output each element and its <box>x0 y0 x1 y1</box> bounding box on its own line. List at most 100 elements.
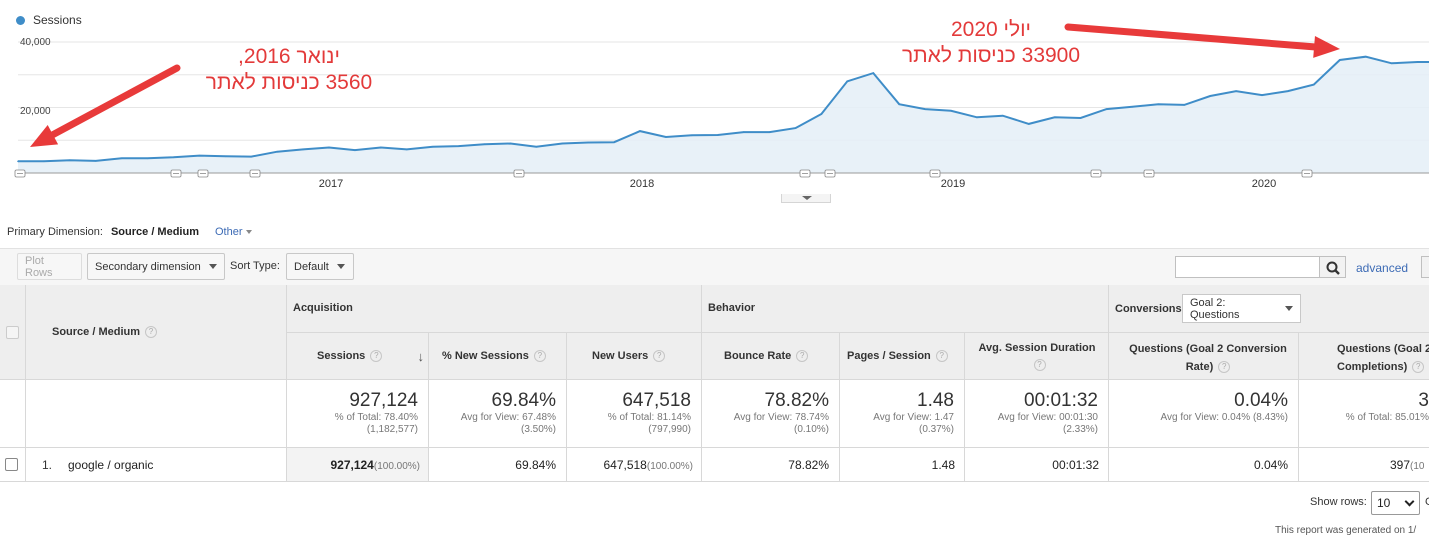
totals-avg-duration-cell: 00:01:32 Avg for View: 00:01:30 (2.33%) <box>965 380 1109 448</box>
sessions-point <box>328 146 330 149</box>
new-sessions-column-header[interactable]: % New Sessions? <box>429 333 567 380</box>
comment-marker-icon[interactable] <box>249 169 261 178</box>
sessions-point <box>1209 95 1211 97</box>
show-rows-select[interactable]: 10 <box>1371 491 1420 515</box>
show-rows-value: 10 <box>1377 496 1391 510</box>
comment-marker-icon[interactable] <box>1143 169 1155 178</box>
totals-label-cell <box>26 380 287 448</box>
sessions-point <box>380 146 382 149</box>
new-users-header-label: New Users <box>592 350 649 362</box>
sessions-point <box>950 109 952 112</box>
totals-new-users: 647,518 <box>622 390 691 411</box>
help-icon[interactable]: ? <box>370 350 383 363</box>
sort-type-label: Sort Type: <box>230 260 280 272</box>
row-completions-cell: 397(10 <box>1299 448 1429 482</box>
behavior-label: Behavior <box>708 302 756 314</box>
bounce-rate-column-header[interactable]: Bounce Rate? <box>702 333 840 380</box>
plot-rows-button[interactable]: Plot Rows <box>17 253 82 280</box>
totals-conv-rate: 0.04% <box>1234 390 1288 411</box>
chevron-down-icon <box>336 264 345 269</box>
completions-column-header[interactable]: Questions (Goal 2 Completions)? <box>1299 333 1429 380</box>
primary-dimension-source-medium[interactable]: Source / Medium <box>110 226 199 238</box>
comment-marker-icon[interactable] <box>197 169 209 178</box>
comment-marker-icon[interactable] <box>1090 169 1102 178</box>
help-icon[interactable]: ? <box>1218 361 1231 374</box>
sessions-point <box>1364 55 1367 58</box>
sessions-point <box>665 136 667 138</box>
annotation-january-2016: ינואר 2016, 3560 כניסות לאתר <box>198 44 380 96</box>
search-button[interactable] <box>1319 256 1346 278</box>
sessions-column-header[interactable]: Sessions? ↓ <box>287 333 429 380</box>
new-users-column-header[interactable]: New Users? <box>567 333 702 380</box>
sessions-point <box>1053 116 1056 119</box>
comment-marker-icon[interactable] <box>1301 169 1313 178</box>
goal-selector-dropdown[interactable]: Goal 2: Questions <box>1182 294 1301 323</box>
secondary-dimension-label: Secondary dimension <box>95 260 201 273</box>
sessions-point <box>561 142 564 145</box>
select-all-checkbox[interactable] <box>6 326 19 339</box>
help-icon[interactable]: ? <box>533 350 546 363</box>
comment-marker-icon[interactable] <box>170 169 182 178</box>
y-tick-40000: 40,000 <box>20 37 51 48</box>
completions-header-label: Questions (Goal 2 Completions) <box>1337 343 1429 373</box>
advanced-filter-link[interactable]: advanced <box>1356 261 1409 275</box>
goal-selector-value: Goal 2: Questions <box>1190 296 1240 321</box>
row-checkbox[interactable] <box>5 458 18 471</box>
chevron-down-icon <box>208 264 217 269</box>
sessions-point <box>1261 94 1263 96</box>
sessions-point <box>1183 104 1186 106</box>
comment-marker-icon[interactable] <box>799 169 811 178</box>
sessions-point <box>872 72 875 74</box>
sessions-header-label: Sessions <box>317 350 366 362</box>
avg-duration-column-header[interactable]: Avg. Session Duration? <box>965 333 1109 380</box>
x-tick-2019: 2019 <box>940 178 966 190</box>
primary-dimension-label: Primary Dimension: <box>7 226 103 238</box>
annotation-july-2020: יולי 2020 33900 כניסות לאתר <box>893 17 1089 69</box>
totals-sessions-sub1: % of Total: 78.40% <box>334 412 418 423</box>
sessions-point <box>1002 114 1004 117</box>
row-checkbox-cell <box>0 448 26 482</box>
row-source-medium-link[interactable]: google / organic <box>68 458 154 472</box>
sessions-point <box>1079 117 1082 119</box>
sessions-point <box>898 103 900 106</box>
row-new-users-cell: 647,518(100.00%) <box>567 448 702 482</box>
help-icon[interactable]: ? <box>653 350 666 363</box>
primary-dimension-other[interactable]: Other <box>215 226 252 238</box>
secondary-dimension-dropdown[interactable]: Secondary dimension <box>87 253 225 280</box>
comment-marker-icon[interactable] <box>929 169 941 178</box>
comment-marker-icon[interactable] <box>824 169 836 178</box>
help-icon[interactable]: ? <box>145 326 158 339</box>
dimension-header-cell[interactable]: Source / Medium? <box>26 285 287 380</box>
comment-marker-icon[interactable] <box>14 169 26 178</box>
conv-rate-header-label: Questions (Goal 2 Conversion Rate) <box>1129 343 1287 373</box>
totals-new-sessions-sub1: Avg for View: 67.48% <box>460 412 556 423</box>
sessions-point <box>1287 90 1289 92</box>
sort-type-value: Default <box>294 260 329 273</box>
row-pages-session: 1.48 <box>931 458 955 472</box>
table-search-input[interactable] <box>1175 256 1320 278</box>
y-tick-20000: 20,000 <box>20 106 51 117</box>
chevron-down-icon <box>245 230 252 235</box>
sessions-point <box>1027 123 1030 125</box>
sessions-legend-dot <box>16 15 25 25</box>
view-toggle-button[interactable] <box>1421 256 1429 278</box>
chart-legend[interactable]: Sessions <box>16 13 82 27</box>
chevron-down-icon <box>1285 306 1293 311</box>
pages-session-header-label: Pages / Session <box>847 350 931 362</box>
comment-marker-icon[interactable] <box>513 169 525 178</box>
row-completions-pct: (10 <box>1410 461 1425 472</box>
avg-duration-header-label: Avg. Session Duration <box>978 342 1096 354</box>
sessions-point <box>43 160 45 163</box>
sessions-point <box>587 141 589 144</box>
sessions-point <box>1313 83 1315 86</box>
help-icon[interactable]: ? <box>1033 359 1046 372</box>
help-icon[interactable]: ? <box>1412 361 1425 374</box>
help-icon[interactable]: ? <box>796 350 809 363</box>
sessions-point <box>405 148 408 151</box>
conv-rate-column-header[interactable]: Questions (Goal 2 Conversion Rate)? <box>1109 333 1299 380</box>
help-icon[interactable]: ? <box>935 350 948 363</box>
chart-collapse-button[interactable] <box>781 194 831 203</box>
sort-type-dropdown[interactable]: Default <box>286 253 354 280</box>
totals-pages-session: 1.48 <box>917 390 954 411</box>
pages-session-column-header[interactable]: Pages / Session? <box>840 333 965 380</box>
